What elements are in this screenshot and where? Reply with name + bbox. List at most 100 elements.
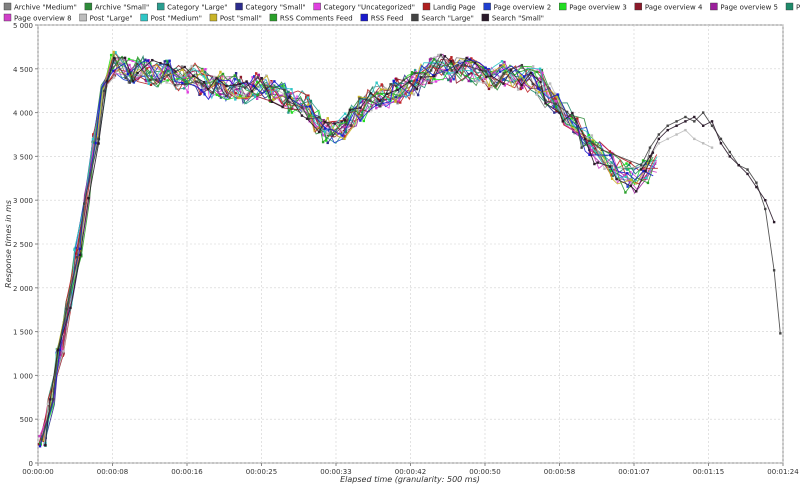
series-point	[450, 56, 453, 59]
series-point	[109, 53, 113, 57]
series-point	[264, 87, 267, 90]
series-point	[326, 141, 329, 145]
series-point	[238, 82, 242, 86]
series-point	[572, 128, 575, 131]
series-point	[570, 114, 574, 117]
series-point	[609, 153, 612, 157]
series-point	[413, 87, 417, 90]
series-point	[173, 83, 177, 87]
series-point	[202, 81, 206, 84]
series-point	[287, 100, 290, 104]
x-axis: 00:00:00 00:00:08 00:00:16 00:00:25 00:00:33…	[22, 463, 799, 476]
series-point	[555, 95, 558, 98]
series-point	[176, 84, 179, 87]
series-point	[44, 443, 47, 447]
y-tick-label: 5 000	[13, 22, 33, 30]
legend-swatch	[360, 13, 368, 22]
series-point	[447, 78, 450, 82]
series-lines	[37, 50, 782, 448]
series-point	[128, 68, 132, 72]
series-point	[645, 176, 648, 180]
series-point	[124, 76, 127, 80]
series-point	[101, 88, 105, 91]
series-point	[445, 68, 449, 72]
series-point	[746, 172, 749, 176]
series-point	[165, 81, 168, 84]
series-point	[272, 84, 276, 87]
series-point	[576, 133, 580, 136]
legend-swatch	[3, 2, 12, 11]
series-point	[167, 73, 170, 77]
series-point	[150, 76, 153, 79]
series-point	[91, 137, 95, 141]
legend-label: Landig Page	[433, 4, 476, 12]
series-point	[433, 75, 436, 78]
series-point	[200, 82, 203, 85]
series-point	[693, 137, 696, 141]
series-point	[252, 84, 256, 88]
series-point	[270, 100, 274, 103]
series-point	[343, 112, 347, 115]
legend-swatch	[710, 2, 718, 11]
series-point	[502, 78, 505, 81]
series-point	[326, 132, 329, 135]
series-point	[94, 141, 97, 145]
series-point	[555, 104, 559, 107]
series-point	[646, 162, 650, 165]
y-axis: 0 500 1 000 1 500 2 000 2 500 3 000 3 500 4 000 4…	[13, 22, 38, 468]
series-point	[79, 249, 82, 252]
series-point	[394, 77, 398, 80]
series-point	[147, 82, 151, 85]
series-point	[149, 78, 152, 82]
series-point	[580, 146, 583, 149]
series-point	[376, 92, 379, 95]
series-point	[113, 56, 116, 60]
series-point	[487, 84, 491, 87]
series-point	[46, 402, 50, 406]
legend-label: Page overview 2	[494, 4, 552, 12]
series-point	[484, 66, 487, 69]
series-point	[413, 72, 416, 75]
series-point	[437, 53, 440, 57]
series-point	[719, 137, 723, 141]
series-point	[165, 59, 168, 63]
series-point	[657, 142, 661, 145]
legend-swatch	[481, 13, 490, 22]
series-point	[157, 74, 161, 78]
series-point	[675, 124, 678, 127]
series-point	[558, 111, 561, 114]
legend-item: Search "Small"	[481, 13, 544, 23]
series-point	[379, 88, 383, 91]
series-point	[225, 84, 228, 88]
series-point	[693, 115, 696, 119]
legend-swatch	[785, 2, 794, 11]
series-point	[238, 84, 241, 87]
series-point	[186, 71, 189, 75]
series-point	[62, 350, 65, 353]
series-point	[554, 102, 557, 106]
series-point	[397, 99, 401, 102]
series-point	[375, 81, 378, 84]
series-point	[394, 84, 398, 88]
series-point	[109, 67, 112, 70]
series-line	[44, 55, 775, 446]
x-tick-label: 00:00:00	[22, 468, 53, 476]
series-point	[362, 119, 366, 123]
series-point	[62, 352, 65, 355]
legend-swatch	[411, 13, 419, 22]
series-point	[648, 146, 652, 149]
series-point	[755, 185, 758, 189]
series-point	[357, 95, 361, 99]
series-point	[408, 80, 411, 83]
series-point	[539, 80, 542, 84]
series-point	[642, 169, 645, 173]
series-point	[554, 105, 558, 109]
series-point	[666, 124, 669, 127]
series-point	[570, 117, 573, 120]
series-point	[396, 88, 399, 91]
series-point	[132, 73, 136, 76]
series-point	[410, 75, 413, 79]
series-point	[553, 92, 557, 95]
series-point	[608, 165, 612, 168]
series-point	[377, 91, 381, 95]
